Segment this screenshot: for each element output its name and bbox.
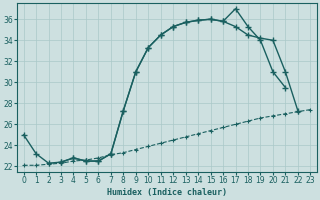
X-axis label: Humidex (Indice chaleur): Humidex (Indice chaleur) [107, 188, 227, 197]
